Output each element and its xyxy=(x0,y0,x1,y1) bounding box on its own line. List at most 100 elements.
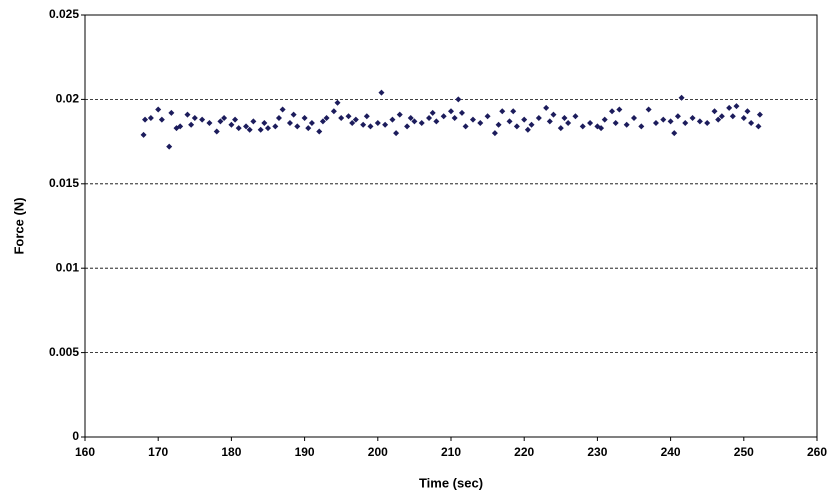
x-tick-label: 210 xyxy=(441,445,461,459)
data-point xyxy=(367,123,374,130)
data-point xyxy=(601,116,608,123)
data-point xyxy=(550,111,557,118)
data-point xyxy=(484,113,491,120)
data-point xyxy=(345,113,352,120)
data-point xyxy=(469,116,476,123)
data-point xyxy=(301,114,308,121)
x-tick-label: 240 xyxy=(661,445,681,459)
data-point xyxy=(718,113,725,120)
data-point xyxy=(330,108,337,115)
data-point xyxy=(543,104,550,111)
data-point xyxy=(404,123,411,130)
x-tick-label: 160 xyxy=(75,445,95,459)
data-point xyxy=(243,123,250,130)
data-point xyxy=(616,106,623,113)
data-point xyxy=(213,128,220,135)
data-point xyxy=(715,116,722,123)
data-point xyxy=(338,114,345,121)
data-point xyxy=(594,123,601,130)
data-point xyxy=(374,120,381,127)
data-point xyxy=(429,109,436,116)
data-point xyxy=(755,123,762,130)
data-point xyxy=(305,125,312,132)
data-point xyxy=(275,114,282,121)
data-point xyxy=(158,116,165,123)
data-point xyxy=(748,120,755,127)
data-point xyxy=(513,123,520,130)
data-point xyxy=(147,114,154,121)
data-point xyxy=(261,120,268,127)
data-point xyxy=(689,114,696,121)
data-point xyxy=(411,118,418,125)
data-point xyxy=(546,118,553,125)
data-point xyxy=(217,118,224,125)
data-point xyxy=(250,118,257,125)
data-point xyxy=(726,104,733,111)
data-point xyxy=(462,123,469,130)
y-tick-label: 0.02 xyxy=(56,92,80,106)
data-point xyxy=(598,125,605,132)
data-point xyxy=(168,109,175,116)
data-point xyxy=(349,120,356,127)
data-point xyxy=(696,118,703,125)
data-point xyxy=(477,120,484,127)
x-tick-label: 260 xyxy=(807,445,827,459)
data-point xyxy=(389,116,396,123)
data-point xyxy=(360,121,367,128)
data-point xyxy=(645,106,652,113)
data-point xyxy=(319,118,326,125)
data-point xyxy=(674,113,681,120)
data-point xyxy=(426,114,433,121)
data-point xyxy=(352,116,359,123)
data-point xyxy=(290,111,297,118)
data-point xyxy=(184,111,191,118)
data-point xyxy=(286,120,293,127)
data-point xyxy=(572,113,579,120)
data-point xyxy=(323,114,330,121)
data-point xyxy=(235,125,242,132)
data-point xyxy=(396,111,403,118)
data-point xyxy=(140,131,147,138)
plot-frame xyxy=(84,14,818,438)
data-point xyxy=(682,120,689,127)
x-tick-label: 180 xyxy=(221,445,241,459)
data-point xyxy=(756,111,763,118)
x-tick-label: 230 xyxy=(587,445,607,459)
data-point xyxy=(535,114,542,121)
y-tick-label: 0.025 xyxy=(49,7,79,21)
data-point xyxy=(667,118,674,125)
y-tick-label: 0.005 xyxy=(49,345,79,359)
data-point xyxy=(334,99,341,106)
data-point xyxy=(246,126,253,133)
data-point xyxy=(729,113,736,120)
data-point xyxy=(363,113,370,120)
data-point xyxy=(623,121,630,128)
data-point xyxy=(711,108,718,115)
x-tick-label: 250 xyxy=(734,445,754,459)
data-point xyxy=(177,123,184,130)
data-point xyxy=(279,106,286,113)
data-point xyxy=(433,118,440,125)
data-point xyxy=(733,103,740,110)
data-point xyxy=(221,114,228,121)
data-point xyxy=(228,121,235,128)
data-point xyxy=(232,116,239,123)
data-point xyxy=(631,114,637,121)
x-tick-label: 170 xyxy=(148,445,168,459)
data-point xyxy=(652,120,659,127)
data-point xyxy=(265,125,271,132)
data-point xyxy=(142,116,149,123)
x-tick-label: 200 xyxy=(368,445,388,459)
data-point xyxy=(407,114,414,121)
data-point xyxy=(378,89,385,96)
data-point xyxy=(744,108,751,115)
y-tick-label: 0.01 xyxy=(56,260,80,274)
data-point xyxy=(199,116,206,123)
x-axis-title: Time (sec) xyxy=(419,475,483,490)
data-point xyxy=(612,120,619,127)
data-point xyxy=(524,126,531,133)
data-point xyxy=(272,123,279,130)
data-point xyxy=(506,118,513,125)
data-point xyxy=(499,108,506,115)
